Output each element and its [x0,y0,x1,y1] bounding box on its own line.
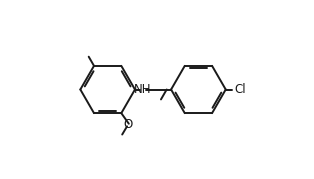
Text: NH: NH [134,83,152,96]
Text: Cl: Cl [234,83,246,96]
Text: O: O [123,118,133,131]
